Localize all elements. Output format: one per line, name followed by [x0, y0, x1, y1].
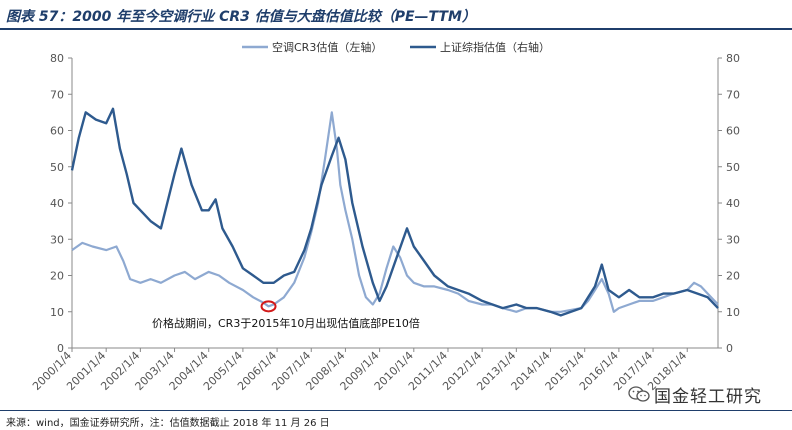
series-line-cr3 [71, 111, 719, 313]
right-tick-label: 40 [726, 197, 740, 210]
title-rule [0, 28, 792, 30]
legend-label-cr3: 空调CR3估值（左轴） [272, 40, 382, 54]
left-tick-label: 70 [50, 88, 64, 101]
annotation-marker [260, 300, 277, 313]
right-tick-label: 10 [726, 306, 740, 319]
source-note: 来源：wind，国金证券研究所，注：估值数据截止 2018 年 11 月 26 … [6, 418, 330, 429]
left-tick-label: 0 [57, 342, 64, 355]
wechat-icon [628, 386, 650, 402]
left-tick-label: 20 [50, 270, 64, 283]
right-tick-label: 50 [726, 161, 740, 174]
chart-title: 图表 57：2000 年至今空调行业 CR3 估值与大盘估值比较（PE—TTM） [6, 9, 476, 25]
right-tick-label: 60 [726, 125, 740, 138]
right-tick-label: 0 [726, 342, 733, 355]
left-tick-label: 60 [50, 125, 64, 138]
left-tick-label: 80 [50, 52, 64, 65]
legend-label-index: 上证综指估值（右轴） [440, 40, 550, 54]
watermark-text: 国金轻工研究 [654, 386, 762, 407]
right-tick-label: 80 [726, 52, 740, 65]
right-tick-label: 30 [726, 233, 740, 246]
left-tick-label: 50 [50, 161, 64, 174]
bottom-rule [0, 410, 792, 411]
right-tick-label: 20 [726, 270, 740, 283]
left-tick-label: 10 [50, 306, 64, 319]
left-tick-label: 30 [50, 233, 64, 246]
watermark: 国金轻工研究 [628, 383, 778, 407]
left-tick-label: 40 [50, 197, 64, 210]
series-line-index [70, 107, 719, 317]
annotation-text: 价格战期间，CR3于2015年10月出现估值底部PE10倍 [152, 316, 420, 330]
right-tick-label: 70 [726, 88, 740, 101]
